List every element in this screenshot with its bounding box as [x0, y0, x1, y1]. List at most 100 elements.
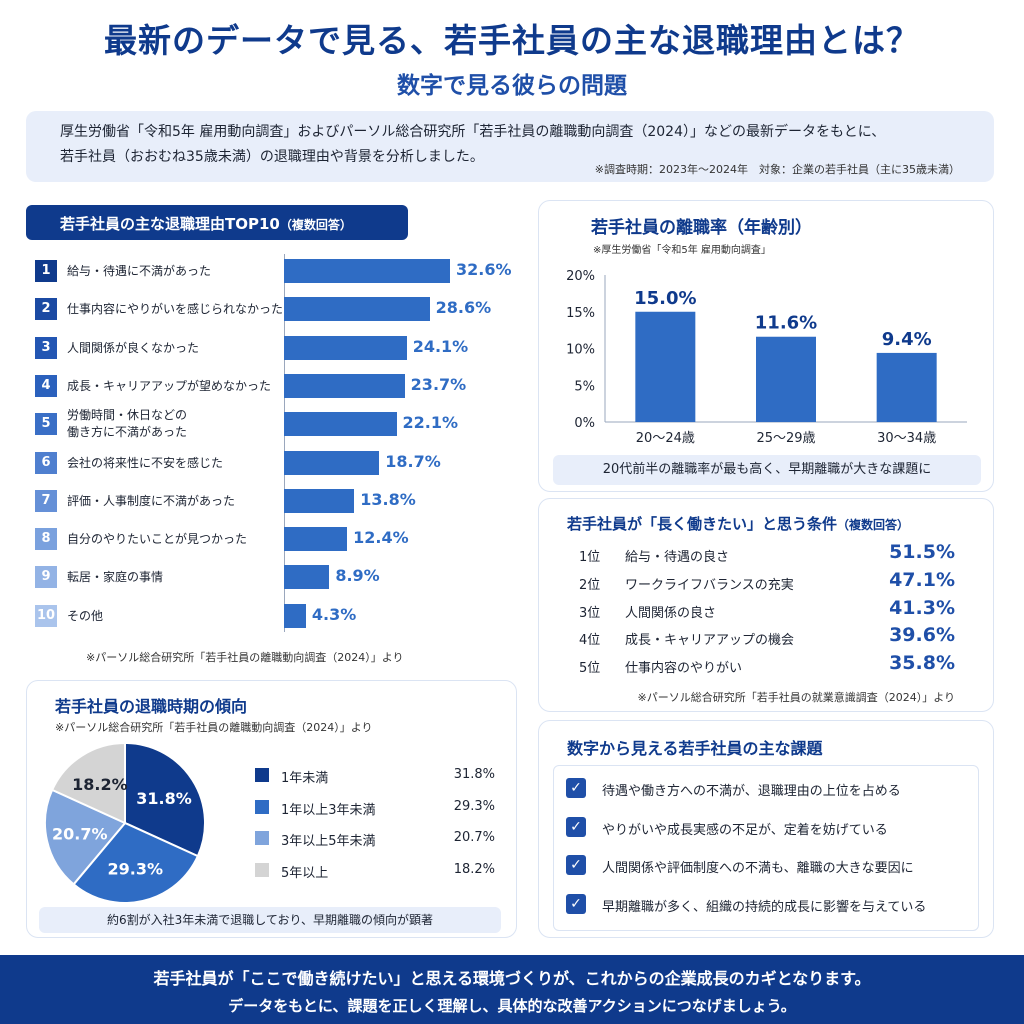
reason-label: 成長・キャリアアップが望めなかった — [67, 378, 272, 393]
pie-slice-label: 20.7% — [52, 824, 108, 843]
rank-number-badge: 2 — [35, 298, 57, 321]
reason-value: 24.1% — [412, 336, 469, 356]
reason-label: 評価・人事制度に不満があった — [67, 493, 236, 508]
condition-rank: 4位 — [579, 633, 601, 649]
pie-slice — [72, 821, 200, 903]
rank-number-badge: 10 — [35, 604, 57, 627]
condition-rank: 5位 — [579, 661, 601, 677]
rank-number-badge: 6 — [35, 451, 57, 474]
condition-value: 47.1% — [889, 568, 955, 591]
legend-item: 1年未満 31.8% — [255, 765, 495, 786]
legend-label: 1年未満 — [281, 771, 329, 786]
reason-bar — [284, 450, 380, 475]
x-tick-label: 25〜29歳 — [756, 431, 815, 446]
condition-label: 成長・キャリアアップの機会 — [625, 633, 795, 649]
x-tick-label: 30〜34歳 — [877, 431, 936, 446]
issue-text: 待遇や働き方への不満が、退職理由の上位を占める — [602, 784, 901, 799]
condition-rank: 2位 — [579, 577, 601, 593]
pie-slice — [50, 741, 126, 825]
reason-row: 2 仕事内容にやりがいを感じられなかった 28.6% — [28, 290, 528, 328]
condition-row: 4位 成長・キャリアアップの機会 39.6% — [539, 623, 995, 651]
legend-value: 29.3% — [453, 798, 495, 814]
conditions-source: ※パーソル総合研究所「若手社員の就業意識調査（2024）」より — [637, 691, 956, 704]
intro-line-2: 若手社員（おおむね35歳未満）の退職理由や背景を分析しました。 — [60, 149, 484, 165]
age-chart-source: ※厚生労働省「令和5年 雇用動向調査」 — [593, 245, 771, 256]
timing-source: ※パーソル総合研究所「若手社員の離職動向調査（2024）」より — [55, 721, 373, 734]
page-subtitle: 数字で見る彼らの問題 — [397, 73, 627, 99]
reason-row: 4 成長・キャリアアップが望めなかった 23.7% — [28, 367, 528, 405]
reason-value: 4.3% — [311, 604, 357, 624]
reason-row: 3 人間関係が良くなかった 24.1% — [28, 329, 528, 367]
legend-item: 1年以上3年未満 29.3% — [255, 797, 495, 818]
rank-number-badge: 1 — [35, 260, 57, 282]
reason-label: 給与・待遇に不満があった — [67, 264, 212, 278]
condition-value: 51.5% — [889, 541, 955, 563]
legend-item: 3年以上5年未満 20.7% — [255, 828, 495, 849]
timing-panel: 若手社員の退職時期の傾向 ※パーソル総合研究所「若手社員の離職動向調査（2024… — [26, 680, 517, 938]
checkbox-check-icon: ✓ — [566, 893, 586, 914]
conditions-title-text: 若手社員が「長く働きたい」と思う条件 — [567, 515, 838, 533]
legend-label: 3年以上5年未満 — [281, 834, 376, 849]
y-tick-label: 10% — [566, 343, 595, 358]
issue-text: 早期離職が多く、組織の持続的成長に影響を与えている — [602, 899, 927, 915]
condition-label: 給与・待遇の良さ — [625, 550, 730, 565]
reason-row: 10 その他 4.3% — [28, 597, 528, 635]
rank-number-badge: 3 — [35, 336, 57, 359]
pie-slice — [44, 788, 127, 886]
reason-label: 自分のやりたいことが見つかった — [67, 532, 248, 547]
rank-number-badge: 5 — [35, 413, 57, 436]
condition-value: 41.3% — [889, 596, 955, 619]
conditions-title-note: （複数回答） — [837, 518, 910, 532]
conditions-panel: 若手社員が「長く働きたい」と思う条件（複数回答） ※パーソル総合研究所「若手社員… — [538, 498, 994, 712]
reason-row: 5 労働時間・休日などの 働き方に不満があった 22.1% — [28, 405, 528, 443]
legend-swatch — [255, 862, 269, 877]
reason-bar — [284, 527, 348, 552]
issue-item: ✓ やりがいや成長実感の不足が、定着を妨げている — [566, 815, 976, 841]
reason-value: 32.6% — [456, 260, 512, 279]
top10-chart: 1 給与・待遇に不満があった 32.6% 2 仕事内容にやりがいを感じられなかった 28.… — [28, 252, 528, 632]
condition-row: 3位 人間関係の良さ 41.3% — [539, 596, 995, 624]
age-bar — [876, 352, 937, 422]
conditions-title: 若手社員が「長く働きたい」と思う条件（複数回答） — [567, 513, 909, 534]
y-tick-label: 20% — [566, 269, 595, 284]
reason-row: 8 自分のやりたいことが見つかった 12.4% — [28, 520, 528, 558]
age-bar — [635, 311, 696, 422]
condition-label: 人間関係の良さ — [625, 605, 717, 621]
top10-heading-text: 若手社員の主な退職理由TOP10 — [60, 215, 280, 233]
y-tick-label: 15% — [566, 306, 595, 321]
reason-value: 23.7% — [410, 374, 467, 394]
age-bar — [756, 336, 816, 422]
legend-item: 5年以上 18.2% — [255, 860, 495, 881]
pie-slice-label: 29.3% — [108, 859, 164, 878]
reason-row: 6 会社の将来性に不安を感じた 18.7% — [28, 444, 528, 482]
footer-banner: 若手社員が「ここで働き続けたい」と思える環境づくりが、これからの企業成長のカギと… — [0, 955, 1024, 1024]
legend-swatch — [255, 768, 269, 782]
age-rate-panel: 若手社員の離職率（年齢別） ※厚生労働省「令和5年 雇用動向調査」 0% 5% 10… — [538, 200, 994, 492]
reason-bar — [284, 603, 306, 628]
x-tick-label: 20〜24歳 — [636, 431, 695, 446]
y-tick-label: 5% — [574, 379, 595, 394]
issue-item: ✓ 早期離職が多く、組織の持続的成長に影響を与えている — [566, 892, 976, 918]
reason-bar — [284, 297, 430, 322]
age-bar-value: 9.4% — [882, 329, 932, 350]
top10-source: ※パーソル総合研究所「若手社員の離職動向調査（2024）」より — [86, 651, 404, 664]
top10-axis-line — [284, 254, 285, 632]
pie-slice-label: 31.8% — [136, 789, 192, 808]
condition-row: 5位 仕事内容のやりがい 35.8% — [539, 651, 995, 679]
legend-swatch — [255, 831, 269, 845]
reason-row: 1 給与・待遇に不満があった 32.6% — [28, 252, 528, 290]
footer-line-1: 若手社員が「ここで働き続けたい」と思える環境づくりが、これからの企業成長のカギと… — [153, 969, 871, 988]
rank-number-badge: 7 — [35, 489, 57, 512]
age-chart-title: 若手社員の離職率（年齢別） — [591, 218, 812, 238]
timing-title: 若手社員の退職時期の傾向 — [55, 697, 248, 716]
reason-label: その他 — [67, 608, 104, 623]
reason-label: 会社の将来性に不安を感じた — [67, 455, 224, 470]
issue-item: ✓ 人間関係や評価制度への不満も、離職の大きな要因に — [566, 853, 976, 879]
condition-value: 39.6% — [889, 624, 955, 647]
age-bar-value: 11.6% — [755, 313, 817, 334]
reason-label: 人間関係が良くなかった — [67, 340, 200, 355]
top10-heading-note: （複数回答） — [279, 218, 352, 232]
condition-row: 2位 ワークライフバランスの充実 47.1% — [539, 568, 995, 596]
condition-rank: 3位 — [579, 605, 601, 621]
condition-row: 1位 給与・待遇の良さ 51.5% — [539, 540, 995, 568]
